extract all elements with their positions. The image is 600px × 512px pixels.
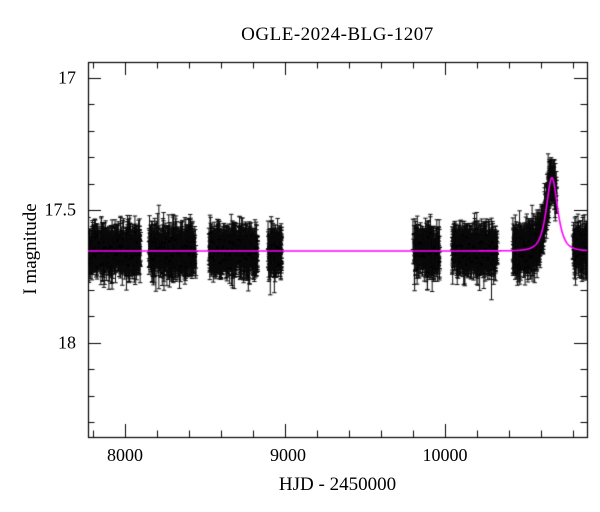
x-tick-label-10000: 10000 (422, 445, 468, 465)
y-tick-label-17: 17 (58, 67, 76, 88)
y-tick-label-17-5: 17.5 (44, 199, 77, 220)
chart-title: OGLE-2024-BLG-1207 (241, 24, 434, 45)
x-axis-label: HJD - 2450000 (278, 474, 397, 495)
y-tick-label-18: 18 (58, 332, 76, 353)
x-tick-label-8000: 8000 (107, 445, 143, 465)
x-tick-label-9000: 9000 (270, 445, 306, 465)
